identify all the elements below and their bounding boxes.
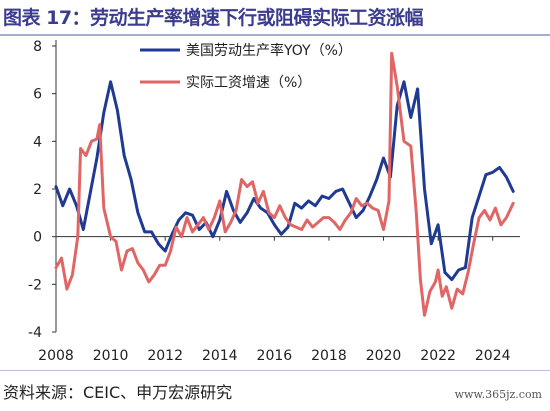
series-line-2 (54, 51, 515, 317)
source-note: 资料来源：CEIC、申万宏源研究 (3, 383, 233, 402)
title-divider (0, 34, 550, 36)
x-tick-label: 2012 (147, 348, 183, 364)
legend-label-1: 美国劳动生产率YOY（%） (186, 42, 352, 59)
y-tick-label: 8 (33, 39, 42, 55)
x-tick-label: 2020 (366, 348, 402, 364)
x-tick-label: 2022 (420, 348, 456, 364)
footer-divider (0, 370, 550, 371)
y-tick-label: 2 (33, 182, 42, 198)
x-tick-label: 2008 (38, 348, 74, 364)
x-tick-label: 2014 (202, 348, 238, 364)
x-tick-label: 2010 (93, 348, 129, 364)
y-tick-label: -4 (28, 325, 42, 341)
x-tick-label: 2024 (475, 348, 511, 364)
chart-title: 图表 17：劳动生产率增速下行或阻碍实际工资涨幅 (3, 7, 424, 29)
legend-label-2: 实际工资增速（%） (186, 75, 311, 91)
line-chart: -4 -2 0 2 4 6 8 2008 2010 2012 2014 2016 2018 2020 202… (28, 39, 520, 364)
series-line-1 (54, 80, 515, 282)
x-tick-label: 2018 (311, 348, 347, 364)
x-tick-label: 2016 (257, 348, 293, 364)
y-tick-label: -2 (28, 277, 42, 293)
y-tick-label: 4 (33, 134, 42, 150)
y-tick-label: 6 (33, 87, 42, 103)
y-tick-label: 0 (33, 230, 42, 246)
title-bar: 图表 17：劳动生产率增速下行或阻碍实际工资涨幅 (0, 0, 550, 36)
watermark: www.365jz.com (454, 388, 542, 401)
